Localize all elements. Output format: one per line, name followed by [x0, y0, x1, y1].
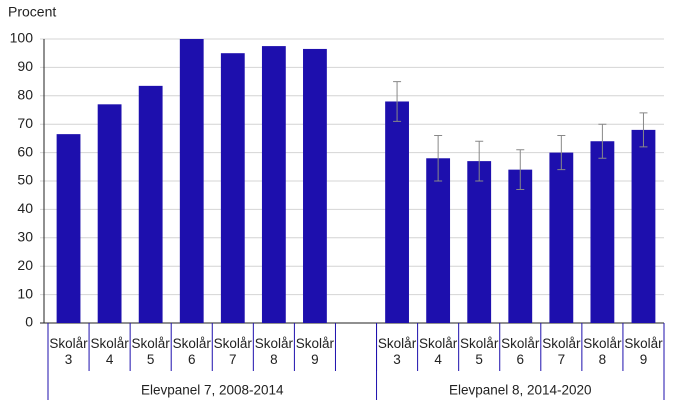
bar	[303, 48, 327, 323]
x-tick-label: Skolår 7	[542, 336, 581, 367]
x-tick-label: Skolår 9	[624, 336, 663, 367]
bar	[426, 158, 451, 323]
bar	[467, 161, 492, 323]
y-tick-label: 10	[17, 285, 33, 301]
bar	[138, 85, 163, 323]
error-bar	[393, 81, 402, 122]
bar	[508, 169, 533, 323]
bar	[56, 134, 81, 323]
x-tick-label: Skolår 7	[213, 336, 252, 367]
y-tick-label: 80	[17, 87, 33, 103]
bar	[590, 141, 615, 323]
x-tick-label: Skolår 6	[172, 336, 211, 367]
y-tick-label: 0	[25, 314, 33, 330]
y-tick-label: 30	[17, 229, 33, 245]
y-tick-label: 50	[17, 172, 33, 188]
y-tick-label: 20	[17, 257, 33, 273]
y-tick-label: 60	[17, 143, 33, 159]
x-tick-label: Skolår 8	[254, 336, 293, 367]
error-bar	[516, 149, 525, 191]
x-tick-label: Skolår 3	[49, 336, 88, 367]
x-tick-label: Skolår 5	[460, 336, 499, 367]
bar	[220, 53, 245, 323]
bar	[179, 39, 204, 323]
x-tick-label: Skolår 4	[418, 336, 458, 367]
x-tick-label: Skolår 6	[501, 336, 540, 367]
bar	[261, 46, 286, 323]
error-bar	[639, 112, 648, 148]
error-bar	[557, 135, 566, 171]
y-tick-label: 100	[10, 30, 34, 46]
x-tick-label: Skolår 5	[131, 336, 170, 367]
y-tick-label: 70	[17, 115, 33, 131]
group-label: Elevpanel 7, 2008-2014	[141, 383, 284, 398]
bar	[385, 101, 409, 323]
x-tick-label: Skolår 3	[377, 336, 417, 367]
error-bar	[434, 135, 443, 182]
x-tick-label: Skolår 9	[295, 336, 335, 367]
group-label: Elevpanel 8, 2014-2020	[449, 383, 592, 398]
x-tick-label: Skolår 4	[90, 336, 129, 367]
y-tick-label: 90	[17, 58, 33, 74]
bar	[97, 104, 122, 323]
bar	[549, 152, 574, 323]
y-axis-title: Procent	[8, 4, 56, 20]
error-bar	[475, 140, 484, 182]
x-tick-label: Skolår 8	[583, 336, 622, 367]
y-tick-label: 40	[17, 200, 33, 216]
bar	[631, 129, 656, 323]
error-bar	[598, 123, 607, 159]
